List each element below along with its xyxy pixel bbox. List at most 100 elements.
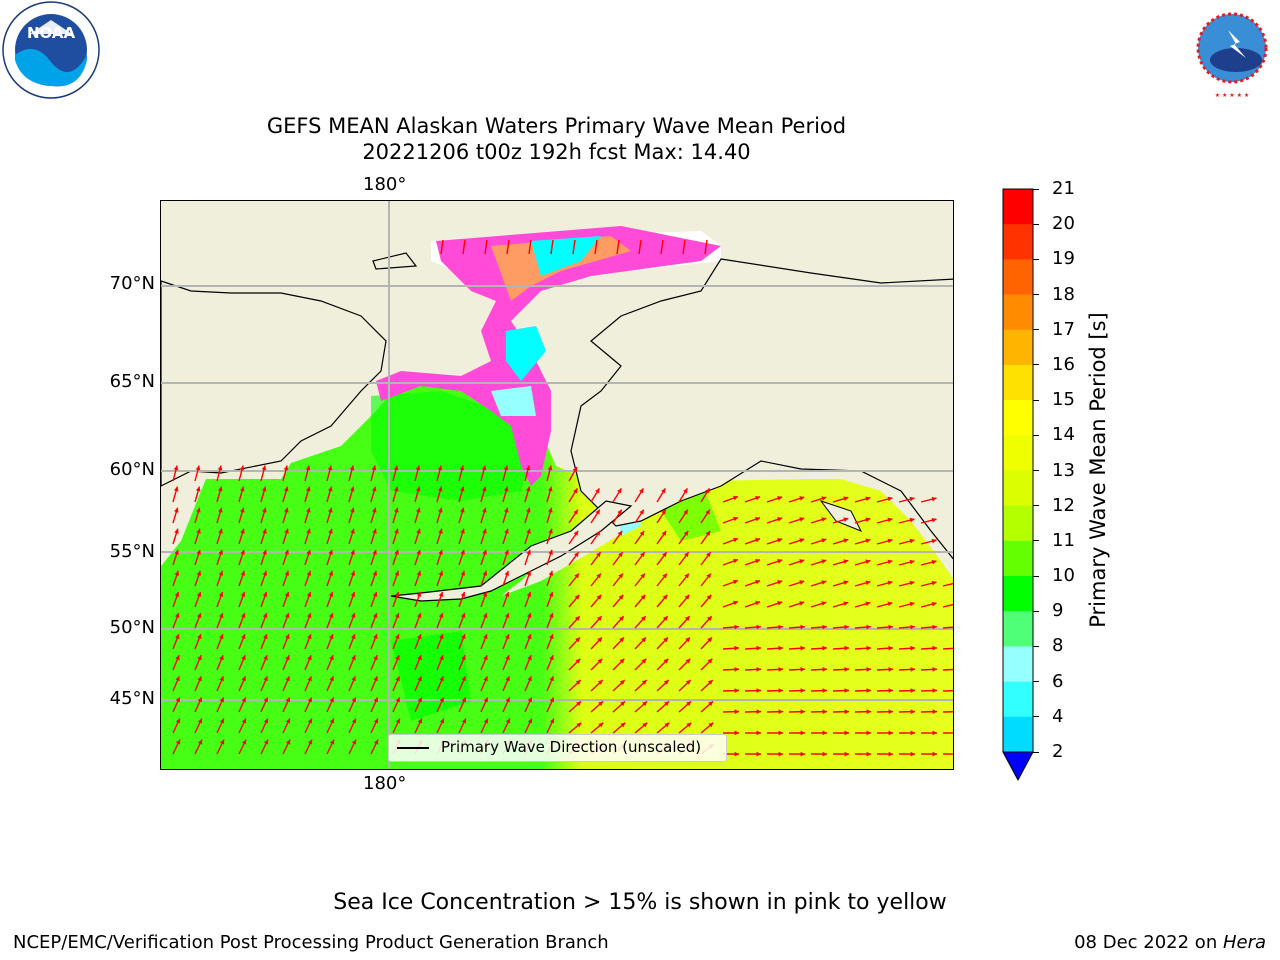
wave-arrow-head	[461, 697, 466, 703]
wave-arrow-head	[799, 538, 805, 543]
wave-arrow-head	[733, 495, 738, 501]
wave-arrow-head	[685, 637, 690, 643]
colorbar-tick-mark	[1033, 505, 1039, 507]
wave-arrow-head	[597, 658, 603, 664]
noaa-logo: NOAA	[0, 0, 104, 100]
wave-arrow-head	[305, 465, 311, 471]
wave-arrow-head	[373, 655, 378, 661]
wave-arrow-head	[350, 528, 355, 534]
wave-arrow-head	[503, 465, 509, 471]
graticule	[161, 201, 953, 769]
wave-arrow-head	[733, 558, 738, 564]
wave-arrow-head	[708, 722, 714, 728]
wave-arrow-head	[526, 592, 532, 597]
wave-arrow-head	[932, 624, 937, 630]
wave-arrow-head	[174, 507, 179, 513]
colorbar-tick-label: 11	[1052, 529, 1075, 551]
wave-arrow-head	[393, 465, 399, 471]
wave-arrow-head	[866, 645, 871, 651]
wave-arrow-head	[595, 488, 600, 494]
wave-arrow-head	[843, 601, 849, 606]
wave-arrow-head	[639, 530, 645, 536]
wave-arrow-head	[307, 634, 312, 640]
colorbar-tick-label: 16	[1052, 353, 1075, 375]
colorbar-segment	[1003, 716, 1033, 753]
wave-arrow-head	[527, 655, 532, 661]
wave-arrow-head	[909, 559, 915, 565]
wave-arrow-head	[661, 488, 666, 494]
wave-arrow-head	[777, 496, 783, 501]
wave-arrow-head	[526, 613, 532, 618]
wave-arrow-head	[351, 739, 357, 745]
wave-arrow-head	[395, 697, 400, 703]
wave-arrow-head	[284, 528, 289, 534]
wave-arrow-head	[843, 580, 849, 585]
wave-arrow-head	[438, 613, 444, 618]
wave-arrow-head	[619, 658, 625, 664]
wave-arrow-head	[821, 538, 827, 543]
wave-arrow-head	[931, 538, 937, 544]
wave-arrow-head	[461, 655, 466, 661]
wave-arrow-head	[219, 697, 224, 703]
colorbar-tick-label: 9	[1052, 600, 1064, 622]
wave-arrow-head	[373, 718, 379, 724]
wave-arrow-head	[909, 496, 915, 502]
wave-arrow-head	[640, 594, 646, 600]
colorbar-tick-label: 19	[1052, 248, 1075, 270]
wave-arrow-head	[575, 680, 581, 685]
wave-arrow-head	[865, 580, 871, 586]
wave-arrow-head	[417, 676, 422, 682]
wave-arrow-head	[548, 549, 553, 555]
wave-arrow-head	[350, 613, 356, 618]
wave-arrow-head	[733, 600, 738, 606]
wave-arrow-head	[618, 616, 624, 621]
wave-arrow-head	[196, 592, 202, 597]
colorbar-segment	[1003, 576, 1033, 612]
wave-arrow-head	[285, 739, 291, 745]
wave-arrow-head	[327, 486, 333, 492]
wave-arrow-head	[620, 722, 626, 728]
wave-arrow-head	[415, 486, 421, 492]
wave-arrow-head	[307, 676, 312, 682]
wave-arrow-head	[597, 680, 603, 685]
wave-arrow-head	[865, 517, 871, 523]
wave-arrow-head	[777, 559, 783, 564]
wave-arrow-head	[595, 530, 601, 536]
wave-arrow-head	[596, 616, 602, 621]
colorbar-tick-label: 13	[1052, 459, 1075, 481]
wave-arrow-head	[263, 676, 268, 682]
wave-arrow-head	[777, 517, 783, 522]
wave-arrow-head	[438, 570, 444, 576]
wave-arrow-head	[822, 751, 827, 757]
wave-arrow-head	[262, 613, 268, 618]
wave-arrow-head	[683, 530, 689, 536]
colorbar-segment	[1003, 400, 1033, 436]
wave-arrow-head	[548, 570, 554, 576]
wave-arrow-head	[639, 488, 644, 494]
wave-arrow-head	[240, 507, 245, 513]
wave-arrow-head	[197, 634, 202, 640]
wave-arrow-head	[707, 658, 713, 664]
colorbar-tick-mark	[1033, 751, 1039, 753]
colorbar-tick-mark	[1033, 716, 1039, 718]
wave-arrow-head	[640, 616, 646, 621]
alaska-mainland	[570, 258, 953, 560]
wave-arrow-head	[527, 718, 533, 724]
wave-arrow-head	[483, 655, 488, 661]
colorbar-tick-mark	[1033, 329, 1039, 331]
wave-arrow-head	[598, 722, 604, 728]
footer-left: NCEP/EMC/Verification Post Processing Pr…	[13, 932, 609, 953]
wave-arrow-head	[174, 592, 180, 597]
wave-arrow	[440, 239, 444, 255]
wave-arrow-head	[866, 667, 871, 672]
wave-arrow-head	[734, 730, 739, 736]
wave-arrow-head	[328, 592, 334, 597]
colorbar-tick-label: 17	[1052, 318, 1075, 340]
wave-arrow-head	[617, 530, 623, 536]
wave-arrow-head	[284, 592, 290, 597]
wave-arrow-head	[734, 667, 739, 672]
wave-arrow-head	[756, 751, 761, 757]
wave-arrow-head	[306, 570, 312, 576]
wave-arrow-head	[931, 559, 937, 565]
wave-arrow-head	[196, 528, 201, 534]
